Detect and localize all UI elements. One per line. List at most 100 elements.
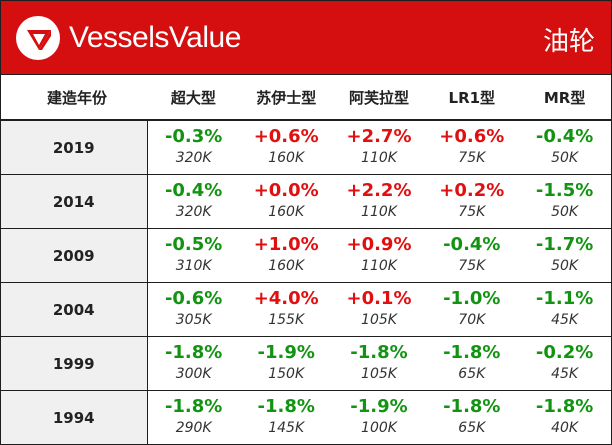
percent-change: +0.0% xyxy=(253,180,319,201)
vessel-value: 100K xyxy=(361,420,397,436)
build-year-cell: 2014 xyxy=(1,174,148,229)
value-cell: -1.8% 40K xyxy=(518,391,611,445)
vessel-value: 105K xyxy=(361,366,397,382)
value-cell: -1.8% 145K xyxy=(240,391,333,445)
build-year-cell: 1999 xyxy=(1,336,148,391)
value-cell: +0.6% 160K xyxy=(240,120,333,175)
value-cell: -0.2% 45K xyxy=(518,337,611,391)
vessel-value: 45K xyxy=(551,366,579,382)
vessel-value: 110K xyxy=(361,258,397,274)
vessel-value: 75K xyxy=(458,204,486,220)
value-cell: -0.6% 305K xyxy=(147,283,240,337)
value-cell: -1.8% 65K xyxy=(425,391,518,445)
vessel-value: 65K xyxy=(458,420,486,436)
table-row: 2014 -0.4% 320K +0.0% 160K +2.2% 110K +0.2% 75K -… xyxy=(1,174,611,229)
header-bar: VesselsValue 油轮 xyxy=(1,1,611,75)
percent-change: +4.0% xyxy=(253,288,319,309)
value-cell: -1.8% 290K xyxy=(147,391,240,445)
column-header: 阿芙拉型 xyxy=(332,75,426,121)
percent-change: +2.2% xyxy=(346,180,412,201)
value-cell: +0.6% 75K xyxy=(425,120,518,175)
build-year-cell: 2009 xyxy=(1,228,148,283)
value-cell: +4.0% 155K xyxy=(240,283,333,337)
percent-change: -1.1% xyxy=(535,288,594,309)
vessel-value: 305K xyxy=(175,312,212,328)
vessel-value: 75K xyxy=(458,150,486,166)
page-title: 油轮 xyxy=(542,27,595,57)
vessel-value: 310K xyxy=(175,258,212,274)
vessel-value: 150K xyxy=(268,366,305,382)
build-year-cell: 1994 xyxy=(1,390,148,444)
value-cell: -1.5% 50K xyxy=(518,175,611,229)
percent-change: -1.9% xyxy=(257,342,315,363)
build-year-cell: 2019 xyxy=(1,120,148,175)
percent-change: -1.8% xyxy=(350,342,408,363)
percent-change: +2.7% xyxy=(346,126,412,147)
value-cell: -1.7% 50K xyxy=(518,229,611,283)
percent-change: +1.0% xyxy=(253,234,319,255)
vessel-value: 160K xyxy=(268,258,305,274)
percent-change: -1.8% xyxy=(164,342,223,363)
vessel-value: 70K xyxy=(458,312,486,328)
percent-change: +0.6% xyxy=(439,126,505,147)
table-row: 2019 -0.3% 320K +0.6% 160K +2.7% 110K +0.6% 75K -… xyxy=(1,120,611,175)
percent-change: -0.4% xyxy=(443,234,501,255)
table-header-row: 建造年份 超大型 苏伊士型 阿芙拉型 LR1型 MR型 xyxy=(1,75,611,121)
value-cell: +2.7% 110K xyxy=(333,120,426,175)
value-cell: -1.9% 150K xyxy=(240,337,333,391)
value-cell: -1.8% 300K xyxy=(147,337,240,391)
value-cell: -0.5% 310K xyxy=(147,229,240,283)
vessel-value: 50K xyxy=(551,258,579,274)
vessel-value: 300K xyxy=(175,366,212,382)
column-header: LR1型 xyxy=(425,75,519,121)
vessel-value: 145K xyxy=(268,420,305,436)
percent-change: -1.8% xyxy=(535,396,594,417)
percent-change: -1.8% xyxy=(443,396,501,417)
vesselsvalue-logo-icon xyxy=(16,16,60,60)
vessel-value: 50K xyxy=(551,150,579,166)
percent-change: -0.6% xyxy=(164,288,223,309)
table-row: 2004 -0.6% 305K +4.0% 155K +0.1% 105K -1.0% 70K -… xyxy=(1,282,611,337)
value-cell: +0.0% 160K xyxy=(240,175,333,229)
vessel-value: 155K xyxy=(268,312,305,328)
value-cell: -0.3% 320K xyxy=(147,120,240,175)
column-header-build-year: 建造年份 xyxy=(1,75,147,121)
percent-change: +0.2% xyxy=(439,180,505,201)
table-row: 1994 -1.8% 290K -1.8% 145K -1.9% 100K -1.8% 65K -… xyxy=(1,390,611,445)
percent-change: -1.0% xyxy=(443,288,501,309)
value-cell: -1.1% 45K xyxy=(518,283,611,337)
percent-change: -0.5% xyxy=(164,234,223,255)
value-cell: -0.4% 320K xyxy=(147,175,240,229)
percent-change: +0.9% xyxy=(346,234,412,255)
build-year-cell: 2004 xyxy=(1,282,148,337)
column-header: 超大型 xyxy=(147,75,240,121)
vessel-value: 65K xyxy=(458,366,486,382)
percent-change: +0.1% xyxy=(346,288,412,309)
vessel-value: 160K xyxy=(268,204,305,220)
vessel-value: 110K xyxy=(361,204,397,220)
value-cell: -0.4% 50K xyxy=(518,120,611,175)
percent-change: -1.8% xyxy=(257,396,315,417)
column-header: MR型 xyxy=(518,75,611,121)
value-cell: +0.2% 75K xyxy=(425,175,518,229)
vessel-value: 110K xyxy=(361,150,397,166)
value-cell: -1.9% 100K xyxy=(333,391,426,445)
value-cell: -1.8% 65K xyxy=(425,337,518,391)
vessel-value: 105K xyxy=(361,312,397,328)
percent-change: +0.6% xyxy=(253,126,319,147)
vessel-value: 75K xyxy=(458,258,486,274)
table-row: 2009 -0.5% 310K +1.0% 160K +0.9% 110K -0.4% 75K -… xyxy=(1,228,611,283)
value-cell: -0.4% 75K xyxy=(425,229,518,283)
value-cell: +0.9% 110K xyxy=(333,229,426,283)
column-header: 苏伊士型 xyxy=(239,75,333,121)
value-cell: +0.1% 105K xyxy=(333,283,426,337)
percent-change: -1.7% xyxy=(535,234,594,255)
table-row: 1999 -1.8% 300K -1.9% 150K -1.8% 105K -1.8% 65K -… xyxy=(1,336,611,391)
vessel-value: 45K xyxy=(551,312,579,328)
percent-change: -1.9% xyxy=(350,396,408,417)
vessel-value: 320K xyxy=(175,204,212,220)
percent-change: -0.3% xyxy=(164,126,223,147)
vessel-value: 320K xyxy=(175,150,212,166)
value-cell: -1.8% 105K xyxy=(333,337,426,391)
